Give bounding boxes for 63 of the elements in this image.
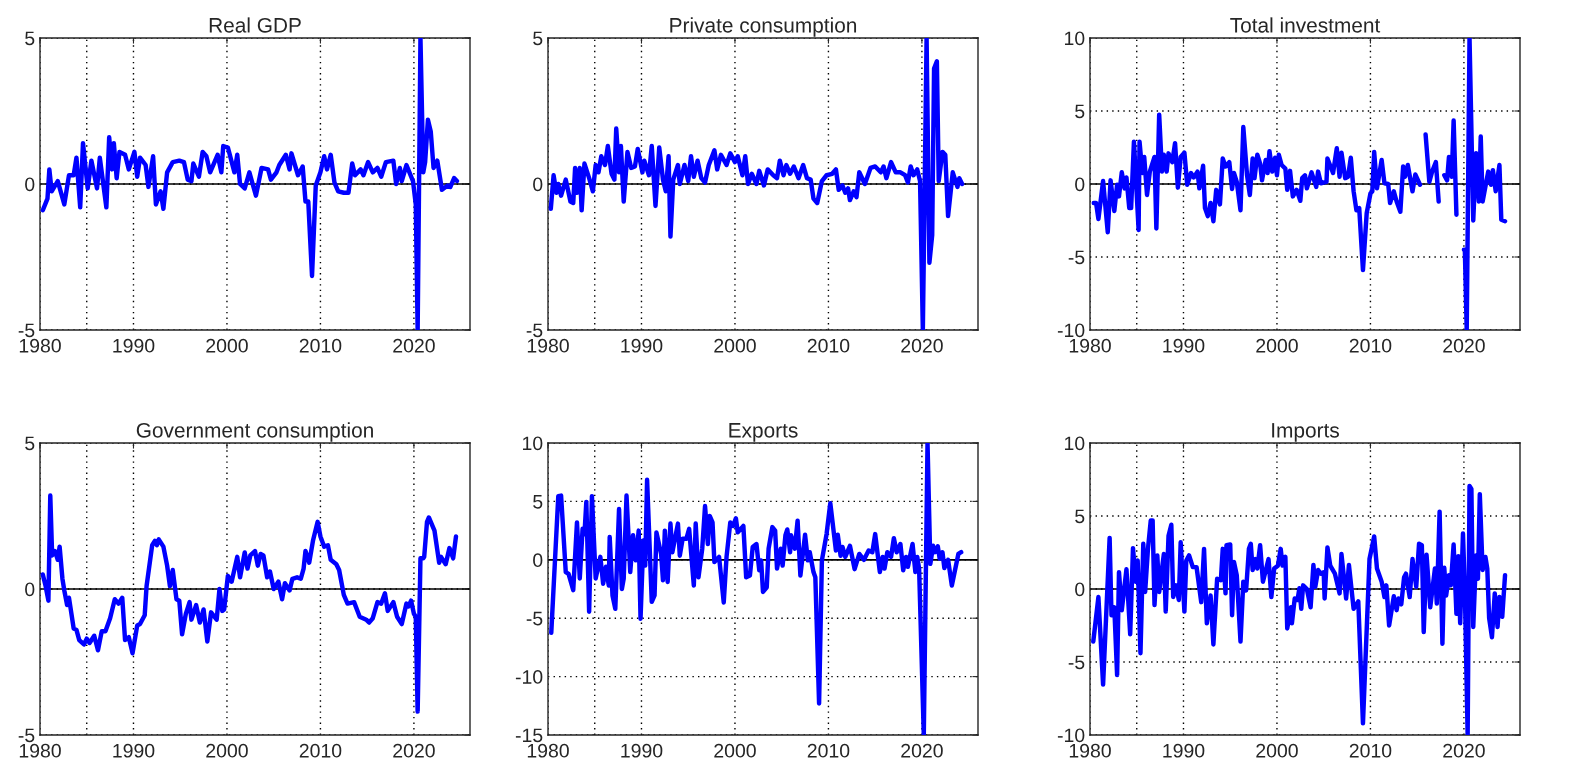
x-tick-label: 2000: [714, 743, 756, 758]
x-tick-label: 1980: [1069, 743, 1111, 758]
y-tick-label: 5: [25, 31, 35, 46]
x-tick-label: 1990: [621, 338, 663, 353]
x-tick-label: 2010: [1349, 743, 1392, 758]
x-tick-label: 2000: [1256, 743, 1298, 758]
y-tick-label: 0: [533, 177, 543, 192]
x-tick-label: 1990: [113, 743, 155, 758]
chart-title: Private consumption: [670, 17, 857, 37]
y-tick-label: 0: [25, 582, 35, 597]
x-tick-label: 2020: [1443, 743, 1485, 758]
x-tick-label: 2010: [1349, 338, 1392, 353]
chart-title: Total investment: [1230, 17, 1381, 33]
y-tick-label: 5: [1075, 509, 1085, 524]
y-tick-label: -15: [515, 728, 543, 743]
chart-title: Government consumption: [136, 422, 373, 442]
x-tick-label: 2020: [901, 743, 943, 758]
chart-title: Imports: [1272, 423, 1339, 442]
y-tick-label: -5: [18, 728, 35, 743]
line-series: [40, 493, 459, 714]
y-tick-label: 0: [1075, 177, 1085, 192]
x-tick-label: 1980: [19, 338, 61, 353]
y-tick-label: -5: [526, 611, 543, 626]
x-tick-label: 1980: [19, 743, 61, 758]
x-tick-label: 2000: [1256, 338, 1298, 353]
x-tick-label: 1990: [113, 338, 155, 353]
line-series: [1091, 483, 1508, 735]
x-tick-label: 1980: [1069, 338, 1111, 353]
y-tick-label: -10: [1057, 728, 1085, 743]
x-tick-label: 1990: [1163, 743, 1205, 758]
y-tick-label: 5: [25, 436, 35, 451]
y-tick-label: -10: [1057, 323, 1085, 338]
x-tick-label: 2000: [206, 338, 248, 353]
x-tick-label: 2010: [299, 743, 342, 758]
chart-title: Real GDP: [209, 17, 301, 33]
y-tick-label: -5: [1068, 250, 1085, 265]
x-tick-label: 2010: [807, 338, 850, 353]
y-tick-label: 0: [1075, 582, 1085, 597]
x-tick-label: 1980: [527, 338, 569, 353]
y-tick-label: 0: [25, 177, 35, 192]
y-tick-label: 0: [533, 553, 543, 568]
x-tick-label: 1990: [1163, 338, 1205, 353]
x-tick-label: 2020: [1443, 338, 1485, 353]
x-tick-label: 2000: [714, 338, 756, 353]
x-tick-label: 2020: [901, 338, 943, 353]
x-tick-label: 2020: [393, 338, 435, 353]
chart-title: Exports: [729, 423, 798, 442]
x-tick-label: 2010: [807, 743, 850, 758]
y-tick-label: -10: [515, 670, 543, 684]
x-tick-label: 2000: [206, 743, 248, 758]
x-tick-label: 2010: [299, 338, 342, 353]
x-tick-label: 1990: [621, 743, 663, 758]
y-tick-label: 5: [533, 495, 543, 509]
y-tick-label: -5: [1068, 655, 1085, 670]
y-tick-label: 10: [523, 436, 543, 451]
y-tick-label: -5: [18, 323, 35, 338]
y-tick-label: 5: [533, 31, 543, 46]
y-tick-label: 10: [1065, 436, 1085, 451]
y-tick-label: -5: [526, 323, 543, 338]
y-tick-label: 5: [1075, 104, 1085, 119]
x-tick-label: 1980: [527, 743, 569, 758]
x-tick-label: 2020: [393, 743, 435, 758]
y-tick-label: 10: [1065, 31, 1085, 46]
